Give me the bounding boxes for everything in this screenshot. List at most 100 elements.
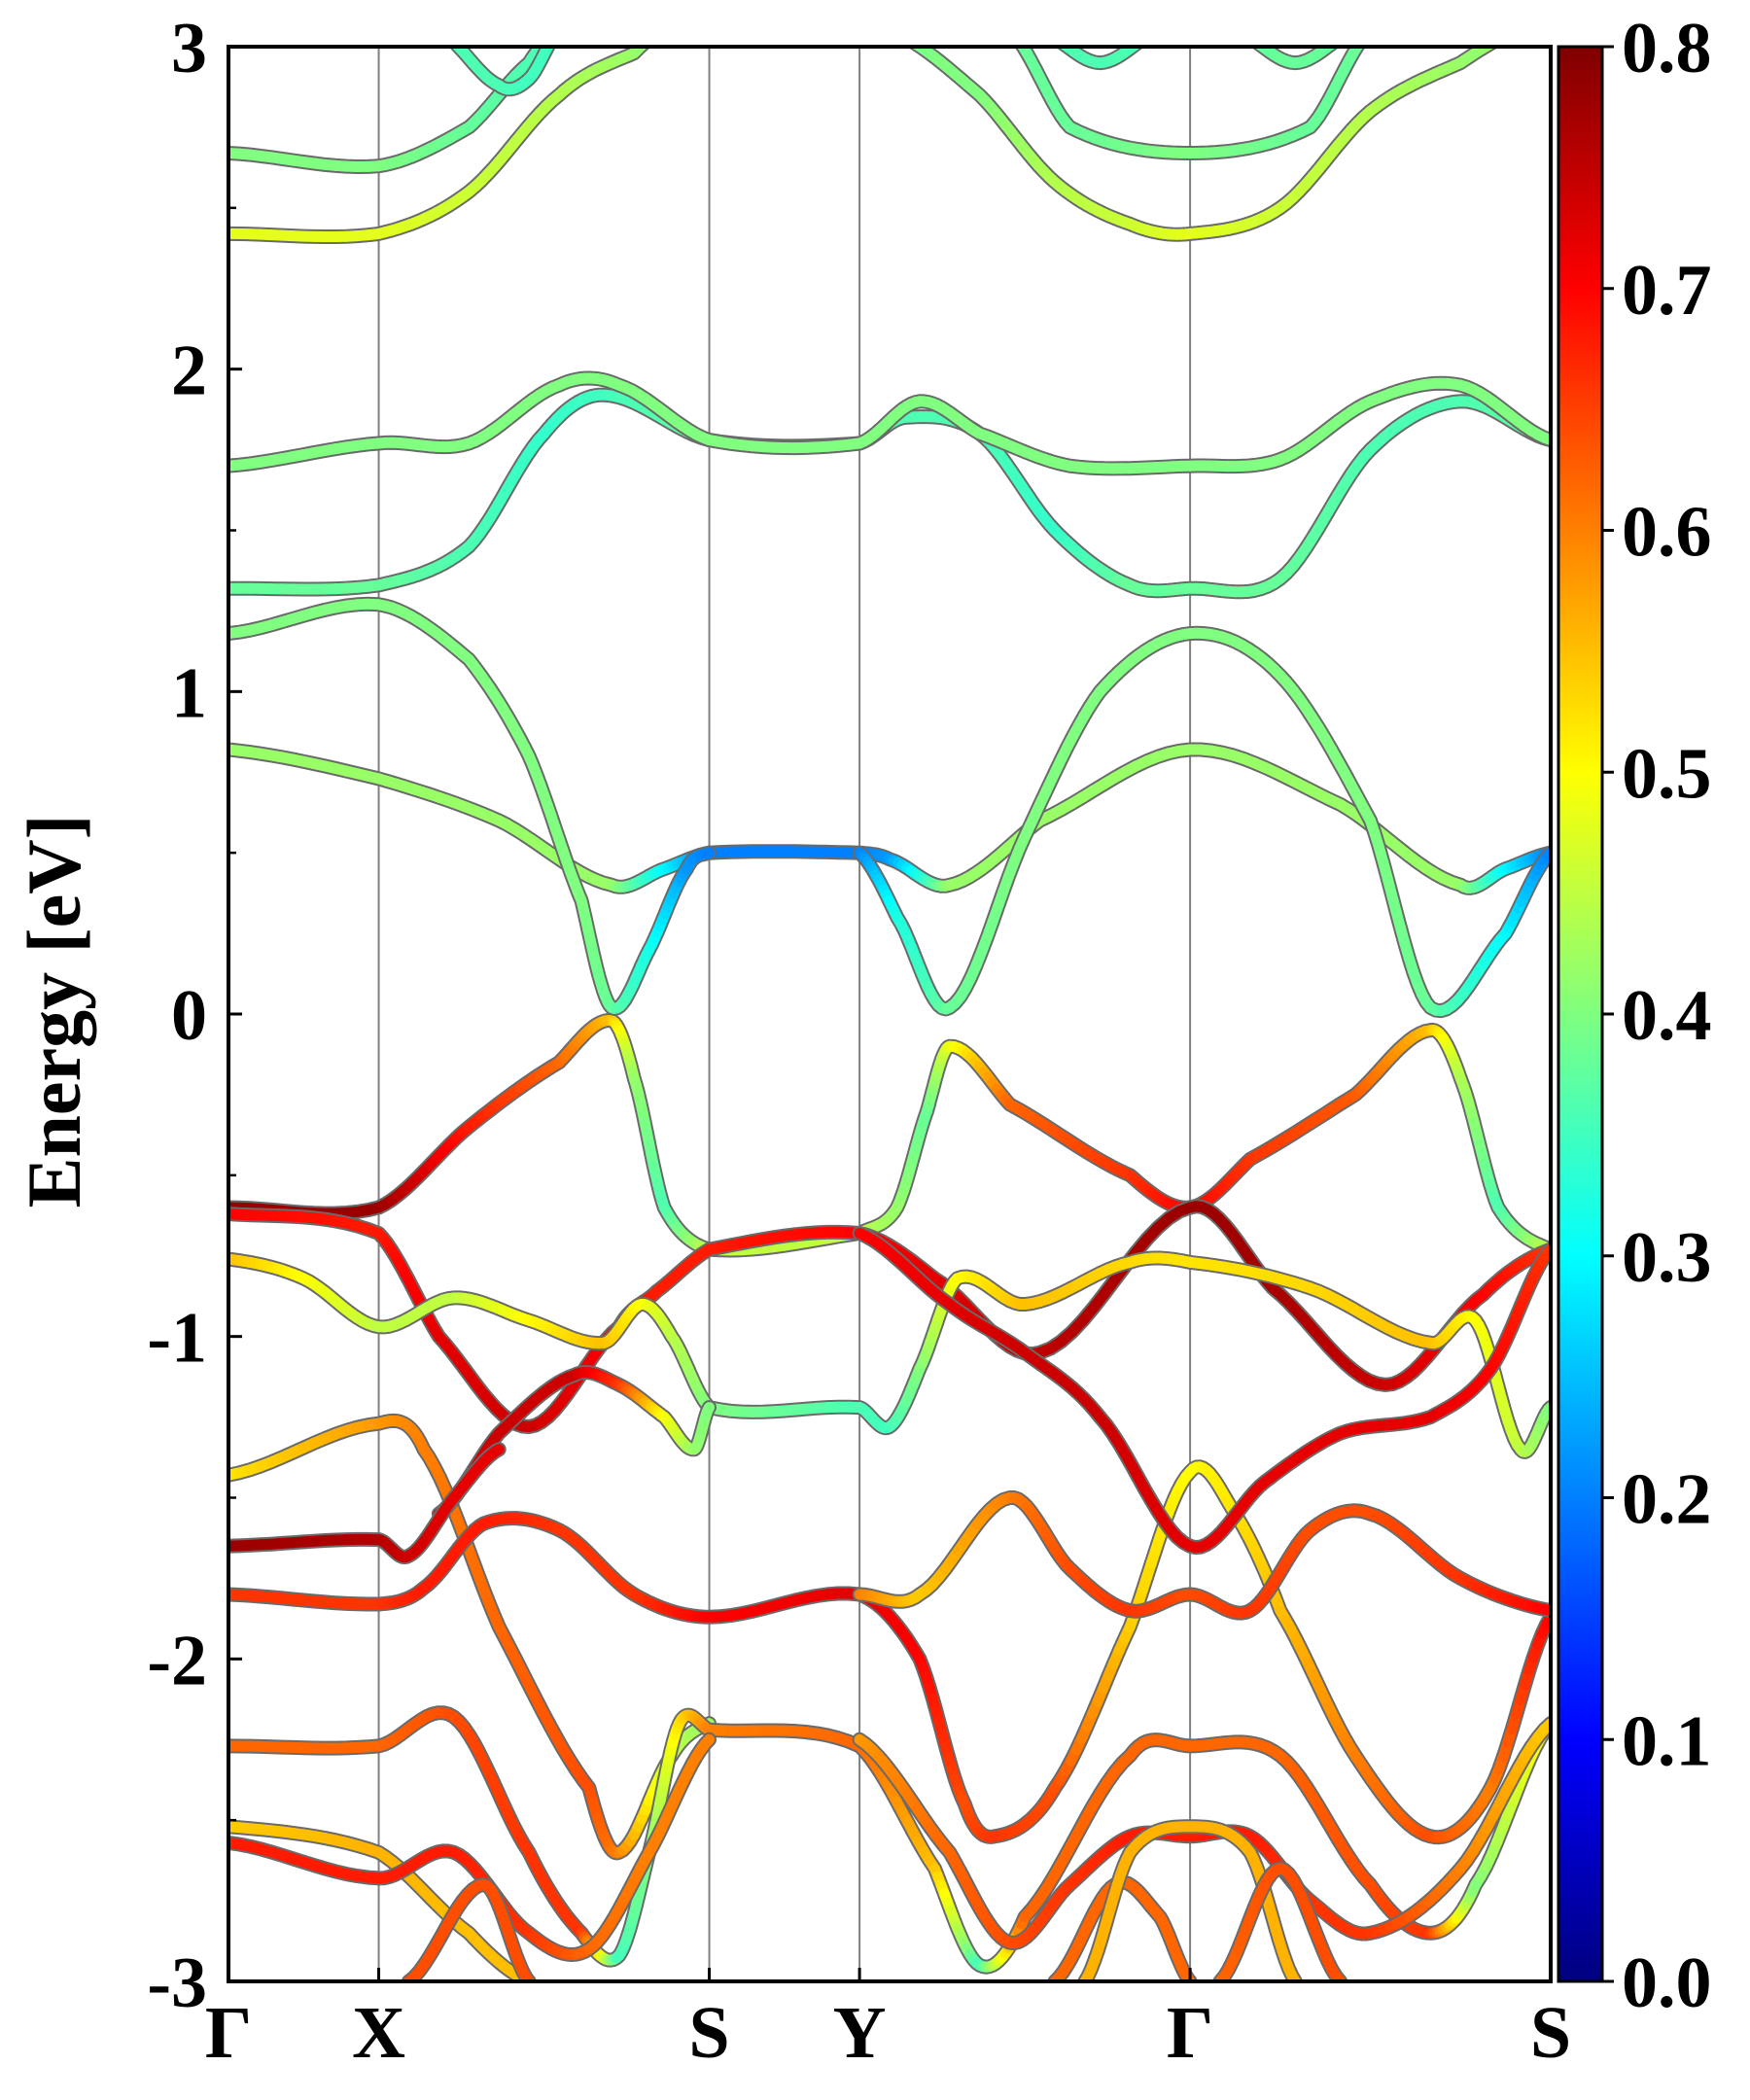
colorbar-tick-label: 0.8: [1622, 9, 1712, 88]
band-25: [438, 30, 557, 97]
band-15: [1047, 1874, 1198, 1981]
colorbar-tick-label: 0.5: [1622, 734, 1712, 814]
band-segment: [1338, 37, 1342, 40]
band-segment: [555, 33, 557, 36]
band-segment: [438, 30, 442, 33]
band-segment: [1053, 37, 1057, 40]
band-8: [852, 1490, 1551, 1621]
band-segment: [699, 1733, 715, 1750]
band-lines: [228, 30, 1551, 1981]
band-segment: [910, 47, 920, 50]
colorbar-tick-label: 0.1: [1622, 1701, 1712, 1781]
y-tick-label: 1: [171, 653, 207, 733]
band-segment: [649, 38, 651, 40]
band-19: [228, 596, 717, 1016]
band-segment: [1503, 35, 1507, 37]
band-segment: [550, 35, 552, 37]
band-segment: [1351, 30, 1355, 32]
y-tick-label: -3: [147, 1943, 207, 2023]
band-segment: [548, 37, 550, 39]
colorbar-tick-label: 0.3: [1622, 1218, 1712, 1298]
band-18: [228, 742, 1551, 895]
y-axis-label: Energy [eV]: [12, 814, 96, 1208]
band-segment: [638, 47, 648, 51]
band-segment: [540, 47, 548, 49]
colorbar-tick-label: 0.4: [1622, 976, 1712, 1056]
band-17: [1212, 1861, 1348, 1981]
k-point-label: Γ: [1167, 1992, 1213, 2074]
band-segment: [641, 47, 648, 49]
band-segment: [1347, 32, 1350, 34]
band-13: [402, 1877, 537, 1981]
band-segment: [1040, 30, 1045, 32]
band-segment: [658, 32, 660, 33]
y-tick-label: -1: [147, 1299, 207, 1379]
band-segment: [443, 33, 447, 36]
band-segment: [490, 1444, 505, 1457]
band-22: [228, 370, 1551, 476]
band-segment: [1508, 33, 1513, 35]
k-point-label: Y: [833, 1992, 887, 2074]
k-point-label: S: [688, 1992, 729, 2074]
band-segment: [648, 39, 649, 41]
band-20: [852, 625, 1551, 1019]
y-tick-label: 3: [171, 9, 207, 88]
colorbar-tick-label: 0.2: [1622, 1460, 1712, 1540]
band-segment: [547, 47, 554, 48]
k-point-label: Γ: [205, 1992, 252, 2074]
k-point-gridlines: [377, 47, 1192, 1981]
band-segment: [1366, 30, 1370, 34]
band-segment: [655, 34, 657, 35]
band-segment: [447, 36, 451, 40]
y-axis: 3 2 1 0 -1 -2 -3: [147, 9, 242, 2023]
band-segment: [1010, 30, 1015, 34]
band-segment: [702, 1402, 715, 1416]
band-segment: [537, 47, 548, 51]
y-tick-label: -2: [147, 1621, 207, 1700]
band-outline: [228, 742, 1551, 895]
band-segment: [890, 30, 896, 33]
band-segment: [1330, 47, 1338, 48]
k-point-label: S: [1530, 1992, 1571, 2074]
band-segment: [546, 39, 548, 41]
band-segment: [1243, 34, 1247, 37]
band-12: [228, 1732, 717, 1962]
band-segment: [552, 33, 554, 35]
band-6: [228, 1442, 507, 1565]
band-segment: [555, 32, 557, 33]
band-segment: [1236, 30, 1240, 32]
band-segment: [450, 47, 461, 50]
band-outline: [906, 47, 1501, 242]
band-segment: [1136, 47, 1142, 48]
band-11: [228, 1819, 537, 1981]
band-9: [852, 1226, 1551, 1556]
band-segment: [1512, 32, 1516, 34]
band-segment: [1151, 32, 1155, 34]
band-segment: [1499, 37, 1503, 39]
k-point-label: X: [352, 1992, 405, 2074]
band-segment: [557, 30, 559, 31]
band-segment: [651, 36, 653, 38]
band-segment: [702, 847, 715, 859]
band-segment: [1156, 30, 1160, 32]
band-27: [1010, 30, 1370, 160]
band-segment: [1343, 34, 1348, 37]
y-tick-label: 2: [171, 332, 207, 411]
band-segment: [1143, 37, 1147, 40]
band-segment: [1495, 39, 1499, 41]
band-21: [228, 387, 1551, 600]
band-segment: [552, 35, 554, 38]
band-segment: [1362, 35, 1366, 40]
band-segment: [1044, 32, 1048, 34]
band-segment: [662, 30, 664, 31]
band-segment: [1486, 47, 1496, 50]
colorbar-tick-label: 0.6: [1622, 493, 1712, 573]
y-tick-label: 0: [171, 976, 207, 1056]
plot-frame: [227, 45, 1553, 1983]
band-segment: [653, 35, 655, 36]
band-segment: [1253, 47, 1260, 48]
colorbar-tick-label: 0.7: [1622, 251, 1712, 331]
